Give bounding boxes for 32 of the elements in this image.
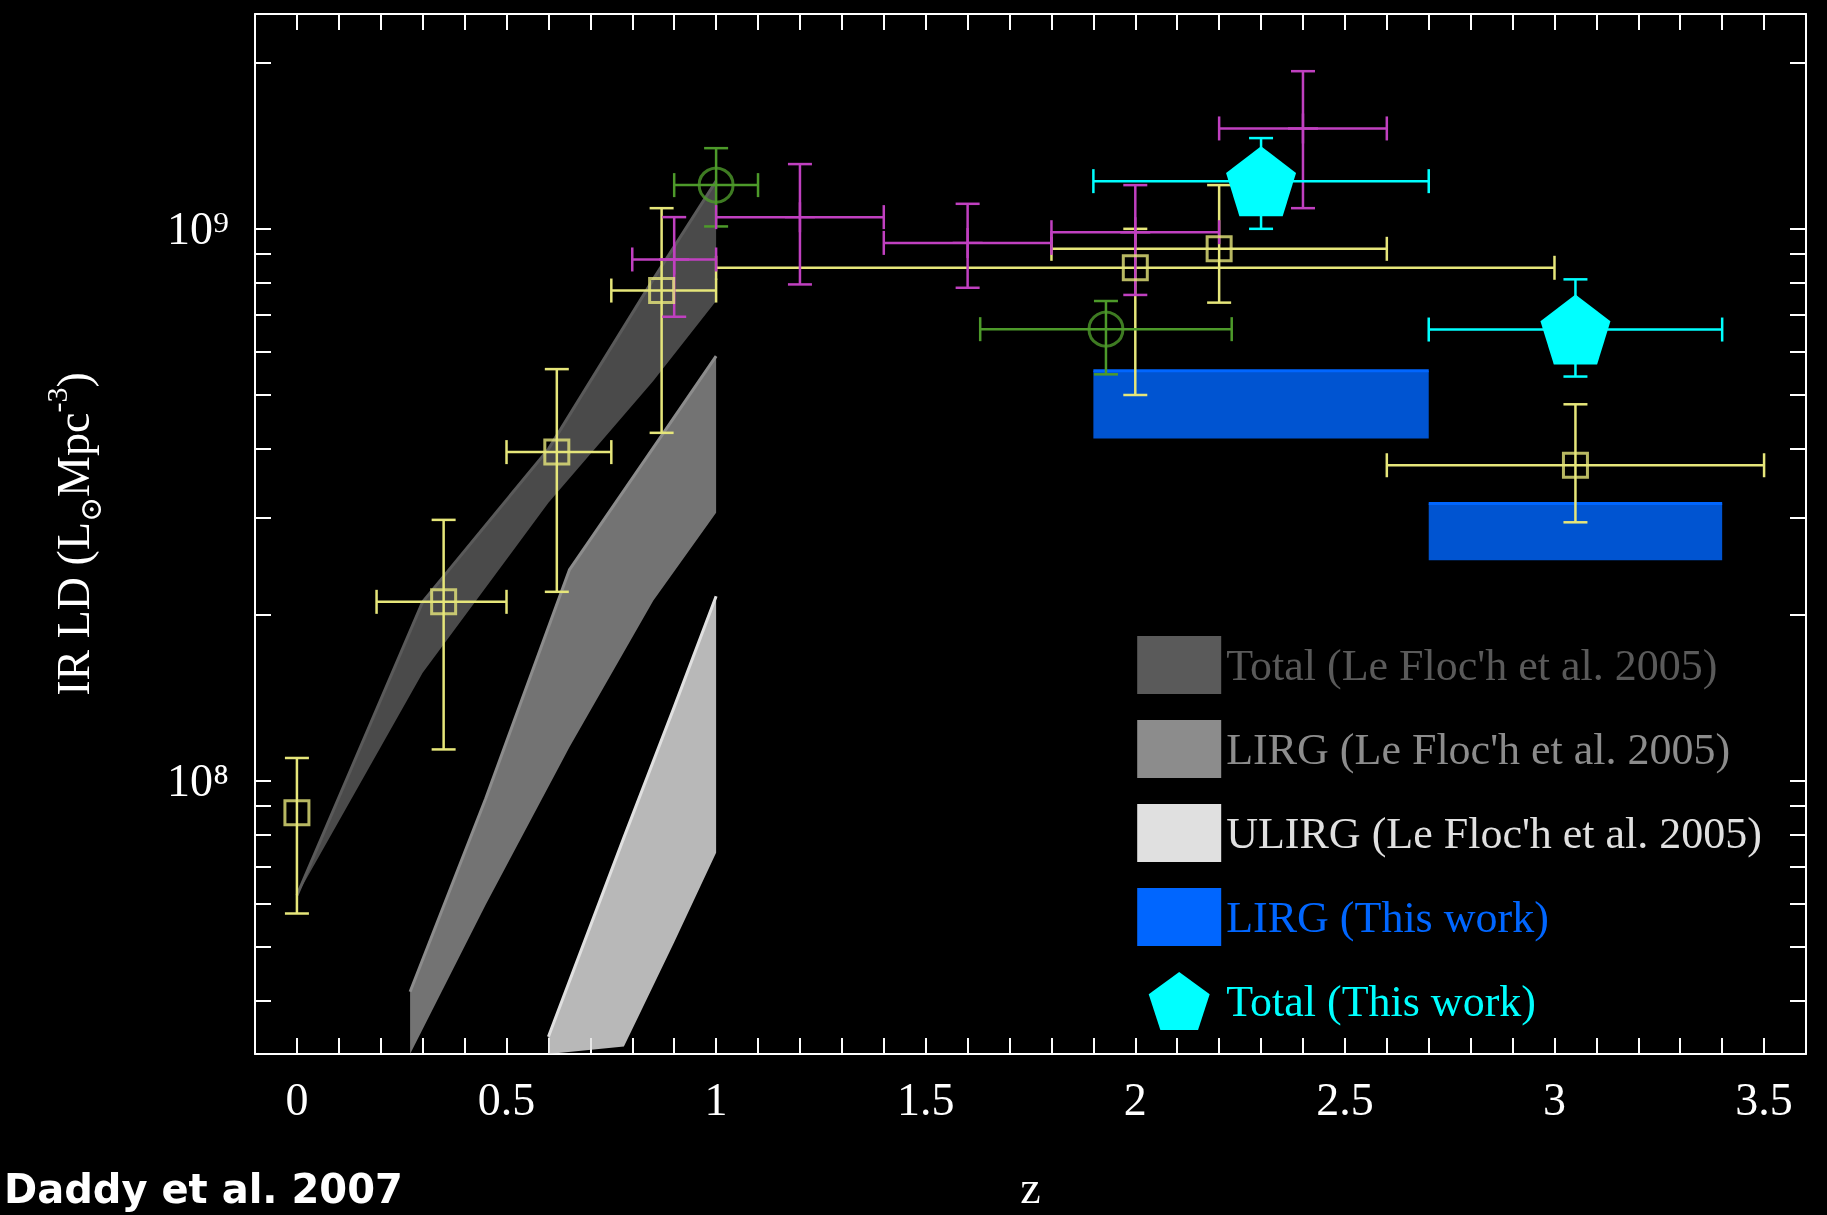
point	[659, 244, 690, 275]
point	[1561, 451, 1589, 479]
point	[543, 438, 571, 466]
point	[1287, 113, 1318, 144]
point	[1226, 146, 1297, 217]
y-tick-label: 10⁹	[166, 203, 229, 255]
point	[1540, 294, 1611, 365]
x-tick-label: 3	[1542, 1073, 1566, 1125]
x-tick-label: 2	[1123, 1073, 1147, 1125]
x-tick-label: 0	[285, 1073, 309, 1125]
x-tick-label: 1	[704, 1073, 728, 1125]
x-axis-title: z	[1020, 1161, 1041, 1213]
point	[697, 166, 735, 204]
text: Daddy et al. 2007	[4, 1166, 403, 1212]
legend-label: Total (This work)	[1226, 976, 1536, 1026]
x-tick-label: 3.5	[1735, 1073, 1793, 1125]
y-axis-title: IR LD (L⊙Mpc-3)	[39, 372, 107, 696]
x-tick-label: 0.5	[477, 1073, 536, 1125]
point	[952, 227, 983, 258]
legend-label: Total (Le Floc'h et al. 2005)	[1226, 640, 1718, 690]
point	[283, 799, 311, 827]
legend-label: LIRG (Le Floc'h et al. 2005)	[1226, 724, 1731, 774]
x-tick-label: 2.5	[1316, 1073, 1374, 1125]
point	[1121, 254, 1149, 282]
legend-label: LIRG (This work)	[1226, 892, 1549, 942]
point	[648, 277, 676, 305]
y-tick-label: 10⁸	[166, 755, 229, 807]
legend-label: ULIRG (Le Floc'h et al. 2005)	[1226, 808, 1763, 858]
point	[1087, 310, 1125, 348]
x-tick-label: 1.5	[896, 1073, 955, 1125]
point	[430, 588, 458, 616]
point	[1205, 235, 1233, 263]
